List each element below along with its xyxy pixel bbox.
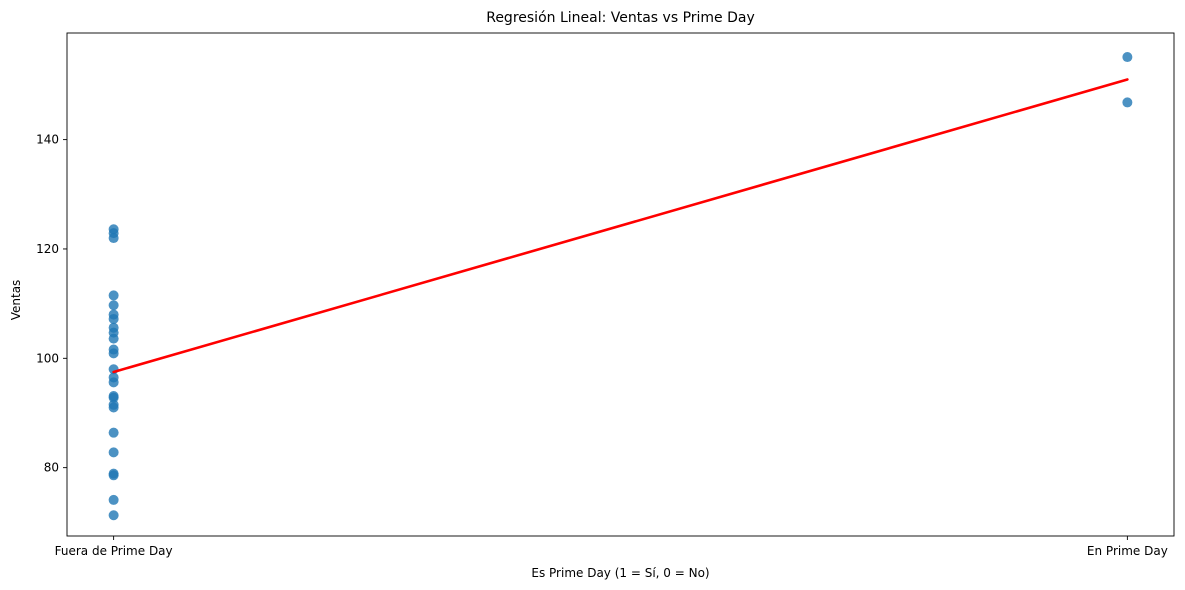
data-point (1122, 97, 1133, 108)
x-tick-label: En Prime Day (1087, 544, 1168, 558)
regression-line (112, 78, 1129, 374)
y-axis: 80 100 120 140 (36, 133, 67, 475)
plot-area (108, 52, 1133, 521)
y-tick-label: 100 (36, 351, 59, 365)
data-point (108, 290, 119, 301)
chart-title: Regresión Lineal: Ventas vs Prime Day (486, 10, 755, 26)
data-point (108, 427, 119, 438)
data-point (1122, 52, 1133, 63)
data-point (108, 233, 119, 244)
y-axis-label: Ventas (9, 280, 23, 321)
data-point (108, 402, 119, 413)
data-point (108, 494, 119, 505)
data-point (108, 447, 119, 458)
data-point (108, 510, 119, 521)
data-point (108, 377, 119, 388)
x-axis: Fuera de Prime Day En Prime Day (55, 536, 1168, 558)
data-point (108, 300, 119, 311)
y-tick-label: 120 (36, 242, 59, 256)
data-point (108, 333, 119, 344)
data-point (108, 392, 119, 403)
y-tick-label: 80 (44, 461, 59, 475)
x-axis-label: Es Prime Day (1 = Sí, 0 = No) (531, 566, 709, 580)
plot-frame (66, 32, 1175, 537)
x-tick-label: Fuera de Prime Day (55, 544, 173, 558)
data-point (108, 470, 119, 481)
data-point (108, 348, 119, 359)
data-point (108, 313, 119, 324)
y-tick-label: 140 (36, 133, 59, 147)
